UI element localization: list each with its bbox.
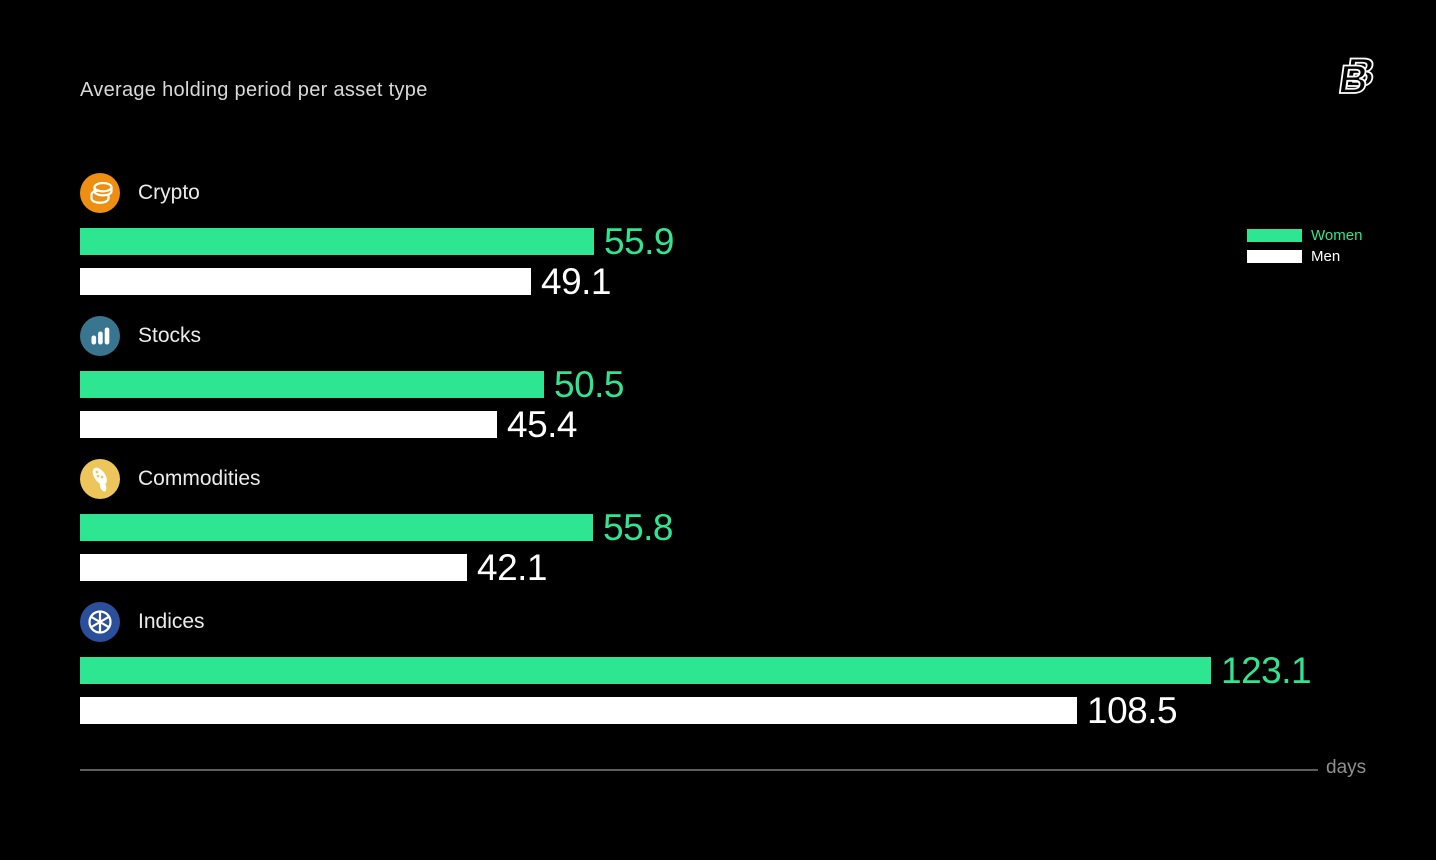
legend-swatch-women xyxy=(1247,229,1302,242)
bar-women xyxy=(80,657,1211,684)
bar-row-women: 55.8 xyxy=(80,509,674,546)
brand-logo: B B xyxy=(1326,44,1379,108)
x-axis-unit-label: days xyxy=(1326,757,1367,778)
svg-text:B: B xyxy=(1343,50,1378,95)
bar-row-men: 45.4 xyxy=(80,406,578,443)
bar-chart: Crypto 55.9 49.1 Stocks 50.5 45.4 Commodities 5… xyxy=(80,173,1420,745)
x-axis-line xyxy=(80,769,1318,771)
bar-value-men: 49.1 xyxy=(541,261,612,302)
bar-row-women: 50.5 xyxy=(80,366,625,403)
legend-swatch-men xyxy=(1247,250,1302,263)
bar-value-women: 55.8 xyxy=(603,507,674,548)
bar-women xyxy=(80,228,594,255)
pie-chart-icon xyxy=(80,602,120,642)
bar-value-women: 55.9 xyxy=(604,221,675,262)
category-block-stocks: Stocks 50.5 45.4 xyxy=(80,316,1420,459)
corn-icon xyxy=(80,459,120,499)
bar-women xyxy=(80,514,593,541)
category-block-indices: Indices 123.1 108.5 xyxy=(80,602,1420,745)
chart-title: Average holding period per asset type xyxy=(80,79,428,101)
category-block-commodities: Commodities 55.8 42.1 xyxy=(80,459,1420,602)
bar-men xyxy=(80,411,497,438)
bar-row-men: 42.1 xyxy=(80,549,548,586)
bar-row-women: 123.1 xyxy=(80,652,1312,689)
category-header: Stocks xyxy=(80,316,201,356)
legend-item-men: Men xyxy=(1247,246,1362,267)
svg-text:B: B xyxy=(1336,57,1371,102)
brand-b-icon: B B xyxy=(1335,49,1379,103)
bar-row-men: 108.5 xyxy=(80,692,1178,729)
coins-icon xyxy=(80,173,120,213)
bar-men xyxy=(80,268,531,295)
category-block-crypto: Crypto 55.9 49.1 xyxy=(80,173,1420,316)
category-label: Indices xyxy=(138,610,205,633)
bar-value-men: 108.5 xyxy=(1087,690,1178,731)
category-header: Commodities xyxy=(80,459,261,499)
bar-men xyxy=(80,554,467,581)
category-header: Indices xyxy=(80,602,205,642)
bar-value-men: 45.4 xyxy=(507,404,578,445)
bar-women xyxy=(80,371,544,398)
legend-label-men: Men xyxy=(1311,248,1341,265)
category-label: Stocks xyxy=(138,324,202,347)
bar-row-men: 49.1 xyxy=(80,263,612,300)
category-header: Crypto xyxy=(80,173,200,213)
bar-chart-icon xyxy=(80,316,120,356)
category-label: Commodities xyxy=(138,467,261,490)
bar-men xyxy=(80,697,1077,724)
legend: Women Men xyxy=(1247,225,1362,267)
legend-label-women: Women xyxy=(1311,227,1363,244)
bar-row-women: 55.9 xyxy=(80,223,675,260)
legend-item-women: Women xyxy=(1247,225,1362,246)
category-label: Crypto xyxy=(138,181,200,204)
bar-value-men: 42.1 xyxy=(477,547,548,588)
bar-value-women: 50.5 xyxy=(554,364,625,405)
bar-value-women: 123.1 xyxy=(1221,650,1312,691)
